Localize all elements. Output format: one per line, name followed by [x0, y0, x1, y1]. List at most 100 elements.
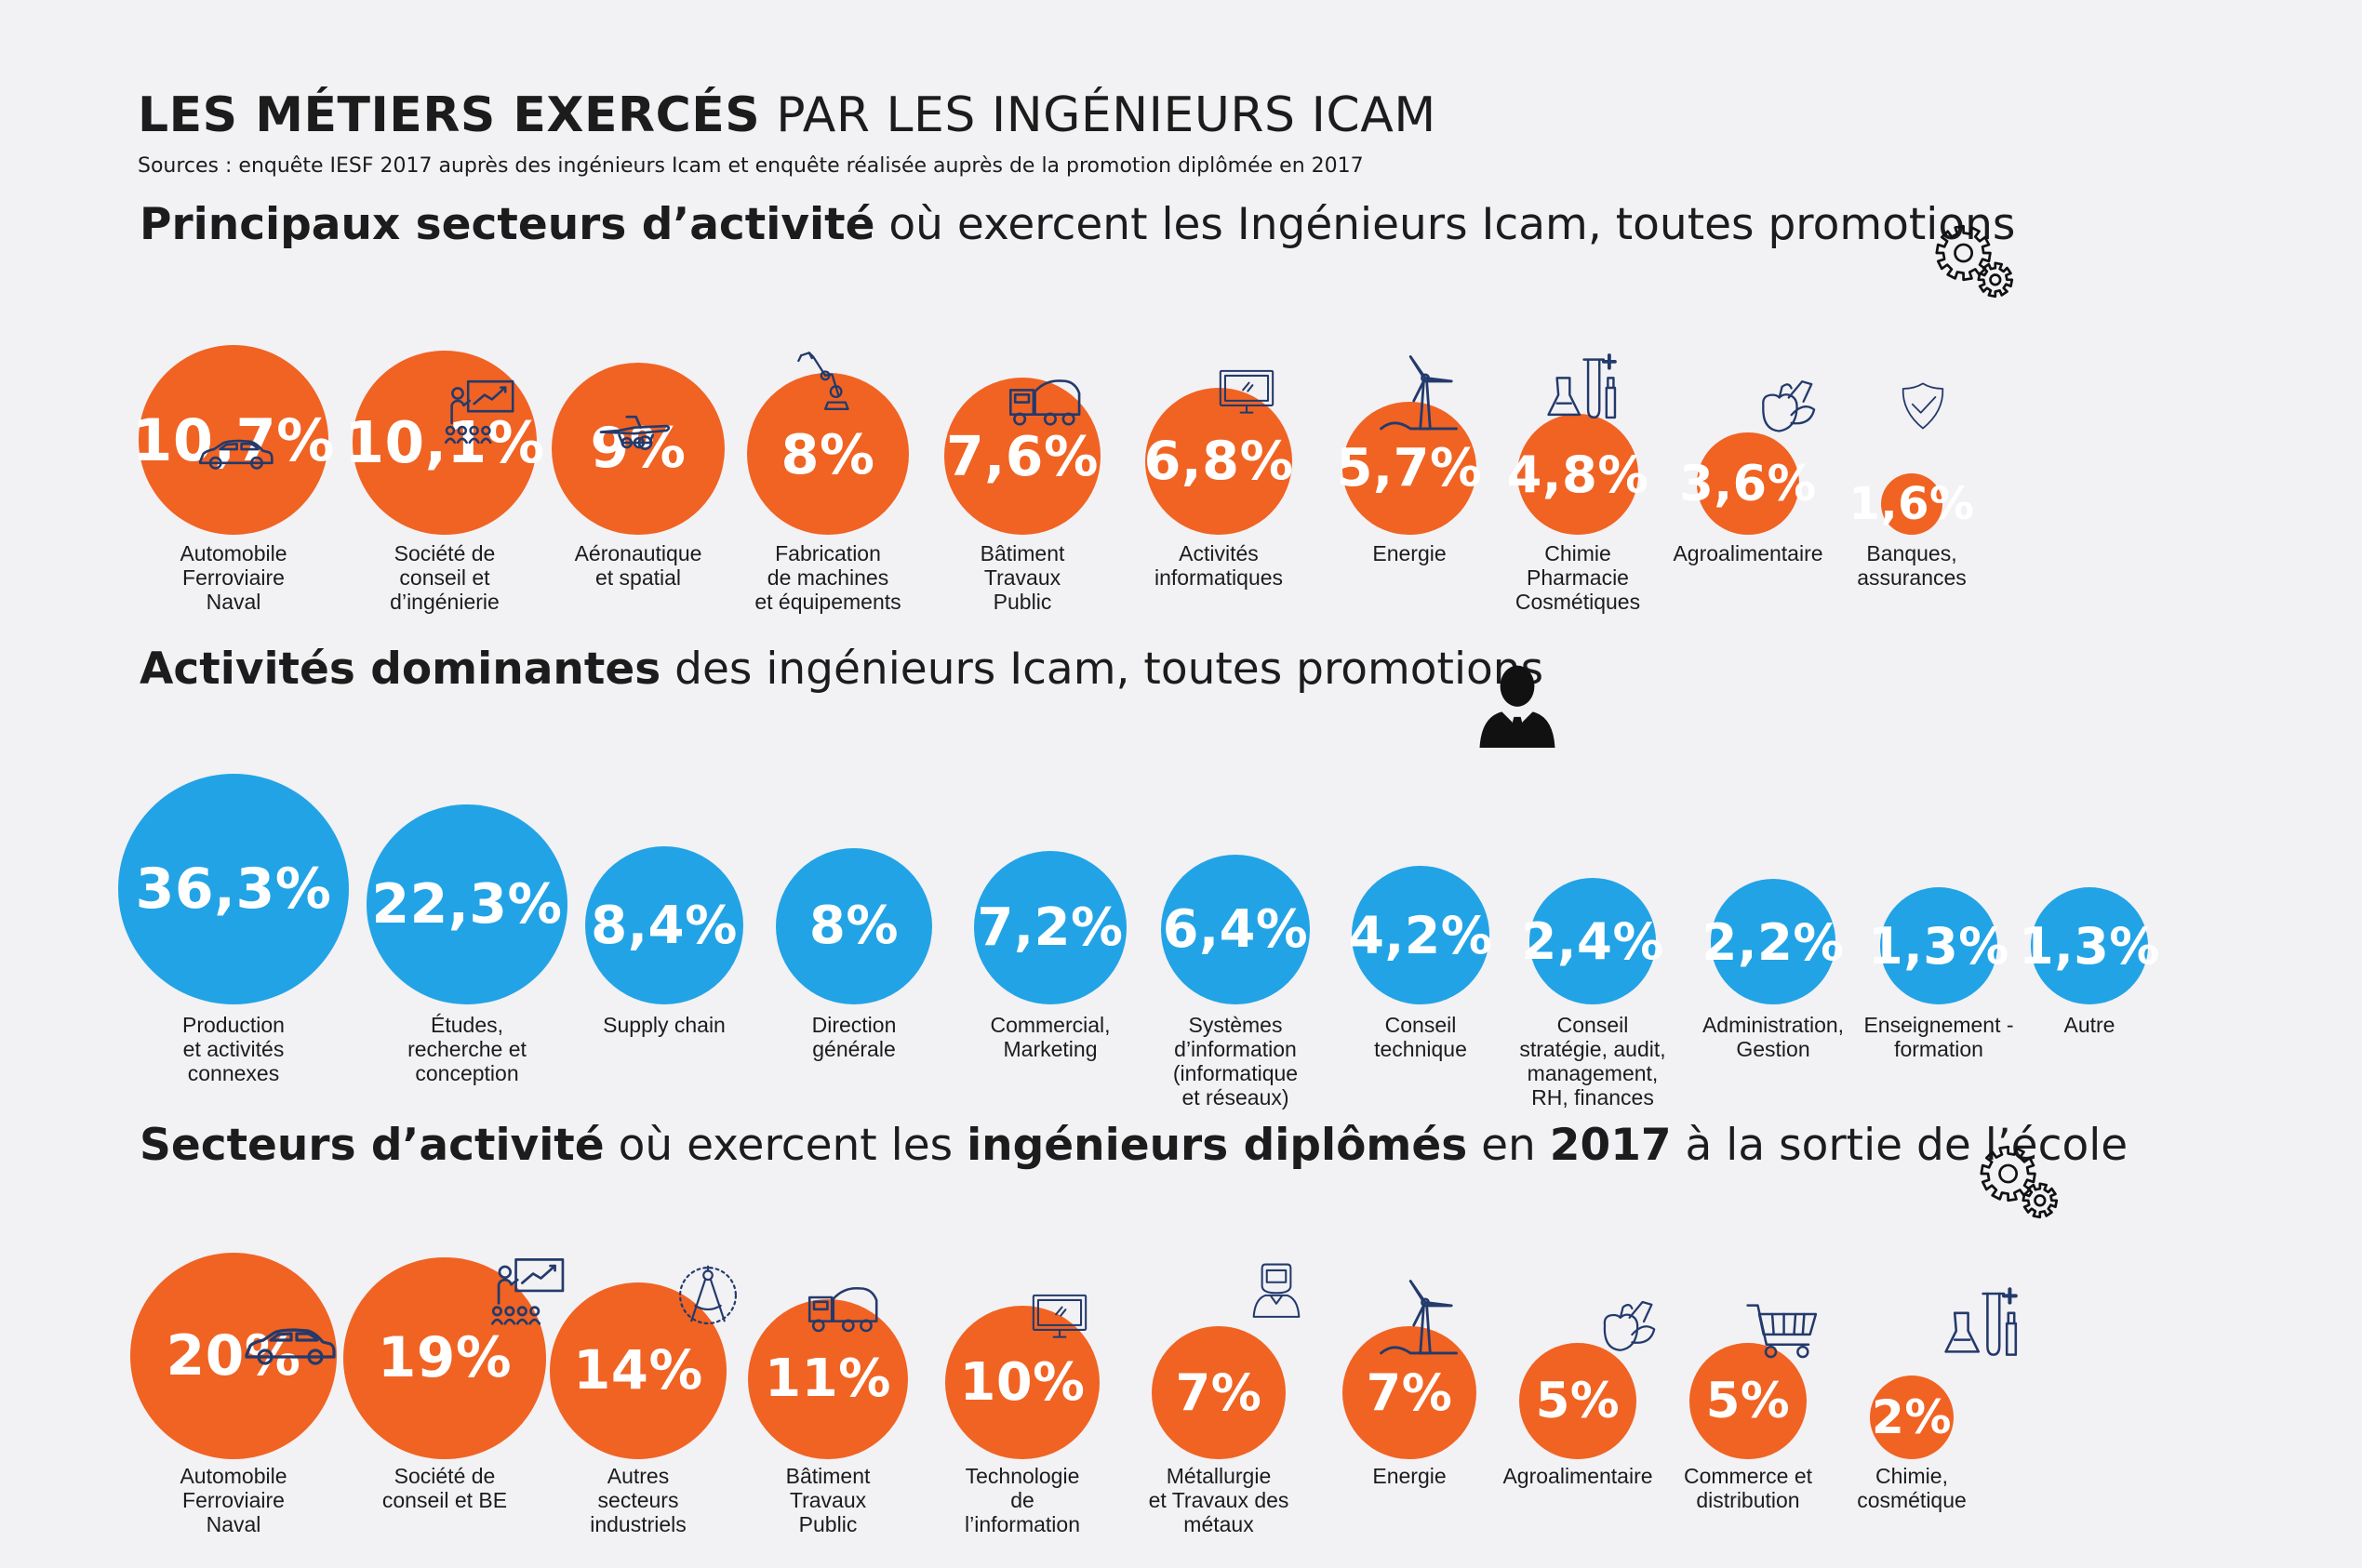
bubble-category-label: Conseil technique	[1374, 1013, 1467, 1061]
bubble-row2-4: 8%	[775, 847, 933, 1004]
car-icon	[197, 432, 274, 509]
bubble-category-label: Activités informatiques	[1154, 541, 1284, 590]
bubble-value: 8,4%	[591, 895, 738, 956]
bubble-category-label: Technologie de l’information	[965, 1464, 1080, 1536]
bubble-value: 1,3%	[2019, 916, 2160, 976]
bubble-row3-6: 7%	[1152, 1325, 1286, 1459]
bubble-row2-8: 2,4%	[1521, 877, 1663, 1004]
bubble-row1-6: 6,8%	[1143, 387, 1293, 535]
bubble-value: 10%	[959, 1351, 1086, 1413]
bubble-row2-11: 1,3%	[2019, 887, 2159, 1004]
bubble-category-label: Administration, Gestion	[1701, 1013, 1845, 1061]
presentation-icon	[489, 1256, 567, 1335]
bubble-row3-5: 10%	[945, 1305, 1100, 1459]
bubble-value: 19%	[377, 1325, 513, 1390]
bubble-category-label: Production et activités connexes	[182, 1013, 285, 1085]
bubble-value: 22,3%	[371, 872, 563, 937]
bubble-category-label: Agroalimentaire	[1502, 1464, 1653, 1488]
bubble-category-label: Chimie, cosmétique	[1857, 1464, 1967, 1512]
wind-turbine-icon	[1378, 1278, 1460, 1360]
bubble-category-label: Société de conseil et d’ingénierie	[390, 541, 500, 614]
bubble-value: 2,2%	[1701, 911, 1845, 972]
gears-icon	[1980, 1140, 2063, 1224]
monitor-icon	[1217, 367, 1276, 427]
bubble-row3-8: 5%	[1519, 1342, 1636, 1459]
section-title-part: en	[1467, 1120, 1550, 1171]
wind-turbine-icon	[1378, 353, 1460, 435]
welder-icon	[1247, 1262, 1306, 1322]
bubble-category-label: Bâtiment Travaux Public	[785, 1464, 871, 1536]
bubble-value: 1,6%	[1848, 478, 1975, 530]
bubble-category-label: Commercial, Marketing	[990, 1013, 1111, 1061]
bubble-value: 7,6%	[945, 424, 1099, 488]
bubble-category-label: Systèmes d’information (informatique et …	[1172, 1013, 1299, 1110]
bubble-category-label: Automobile Ferroviaire Naval	[180, 1464, 287, 1536]
lab-flasks-icon	[1547, 352, 1618, 423]
bubble-value: 36,3%	[135, 857, 332, 922]
bubble-row3-4: 11%	[747, 1298, 909, 1459]
bubble-row3-10: 2%	[1870, 1375, 1954, 1459]
main-title-rest: PAR LES INGÉNIEURS ICAM	[776, 87, 1436, 143]
gears-icon	[1935, 219, 2019, 303]
bubble-value: 7,2%	[977, 897, 1124, 959]
bubble-category-label: Energie	[1372, 541, 1447, 565]
section-title-part: 2017	[1549, 1120, 1672, 1171]
bubble-value: 7%	[1366, 1362, 1453, 1422]
bubble-category-label: Aéronautique et spatial	[574, 541, 702, 590]
bubble-row2-5: 7,2%	[973, 851, 1128, 1004]
bubble-value: 10,1%	[344, 409, 545, 476]
bubble-category-label: Direction générale	[811, 1013, 897, 1061]
bubble-row3-3: 14%	[549, 1282, 727, 1459]
bubble-category-label: Société de conseil et BE	[381, 1464, 508, 1512]
section-title-part: des ingénieurs Icam, toutes promotions	[661, 644, 1544, 695]
section-title-1: Principaux secteurs d’activité où exerce…	[140, 199, 2015, 250]
section-title-part: Activités dominantes	[140, 644, 661, 695]
bubble-row2-1: 36,3%	[118, 774, 349, 1004]
bubble-value: 8%	[808, 896, 900, 957]
section-title-2: Activités dominantes des ingénieurs Icam…	[140, 644, 1543, 695]
bubble-value: 14%	[573, 1339, 703, 1402]
bubble-row2-9: 2,2%	[1702, 879, 1844, 1004]
shield-icon	[1897, 380, 1949, 432]
bubble-value: 3,6%	[1679, 455, 1817, 512]
bubble-row1-5: 7,6%	[943, 378, 1101, 535]
bubble-value: 6,4%	[1162, 899, 1309, 961]
airplane-icon	[596, 409, 673, 485]
main-title-bold: LES MÉTIERS EXERCÉS	[138, 87, 761, 143]
robot-arm-icon	[794, 349, 861, 416]
sources-note: Sources : enquête IESF 2017 auprès des i…	[138, 154, 1364, 178]
bubble-category-label: Autres secteurs industriels	[590, 1464, 687, 1536]
section-title-part: Secteurs d’activité	[140, 1120, 605, 1171]
bubble-category-label: Automobile Ferroviaire Naval	[180, 541, 287, 614]
bubble-value: 2%	[1872, 1390, 1952, 1444]
main-title: LES MÉTIERS EXERCÉS PAR LES INGÉNIEURS I…	[138, 87, 1436, 143]
bubble-row3-1: 20%	[130, 1253, 337, 1459]
bubble-row2-2: 22,3%	[367, 804, 567, 1004]
bubble-value: 5%	[1535, 1372, 1621, 1429]
bubble-row2-6: 6,4%	[1160, 855, 1311, 1004]
bubble-row1-10: 1,6%	[1848, 473, 1974, 535]
bubble-value: 4,8%	[1506, 445, 1649, 505]
bubble-row2-10: 1,3%	[1868, 887, 2008, 1004]
bubble-category-label: Supply chain	[603, 1013, 726, 1037]
bubble-category-label: Conseil stratégie, audit, management, RH…	[1519, 1013, 1666, 1110]
bubble-value: 7%	[1175, 1362, 1262, 1422]
section-title-part: où exercent les	[604, 1120, 967, 1171]
bubble-row3-7: 7%	[1342, 1325, 1476, 1459]
person-icon	[1475, 662, 1560, 748]
bubble-row2-7: 4,2%	[1348, 866, 1493, 1004]
section-title-part: à la sortie de l’école	[1671, 1120, 2128, 1171]
bubble-value: 5,7%	[1336, 437, 1483, 498]
bubble-category-label: Études, recherche et conception	[407, 1013, 527, 1085]
car-icon	[243, 1320, 336, 1413]
section-title-part: ingénieurs diplômés	[967, 1120, 1468, 1171]
bubble-value: 8%	[781, 421, 875, 486]
bubble-category-label: Bâtiment Travaux Public	[980, 541, 1065, 614]
bubble-category-label: Enseignement - formation	[1863, 1013, 2014, 1061]
bubble-category-label: Banques, assurances	[1857, 541, 1967, 590]
section-title-part: où exercent les Ingénieurs Icam, toutes …	[874, 199, 2016, 250]
bubble-category-label: Agroalimentaire	[1673, 541, 1823, 565]
bubble-category-label: Energie	[1372, 1464, 1447, 1488]
bubble-value: 4,2%	[1348, 905, 1493, 965]
bubble-row1-4: 8%	[747, 373, 909, 535]
